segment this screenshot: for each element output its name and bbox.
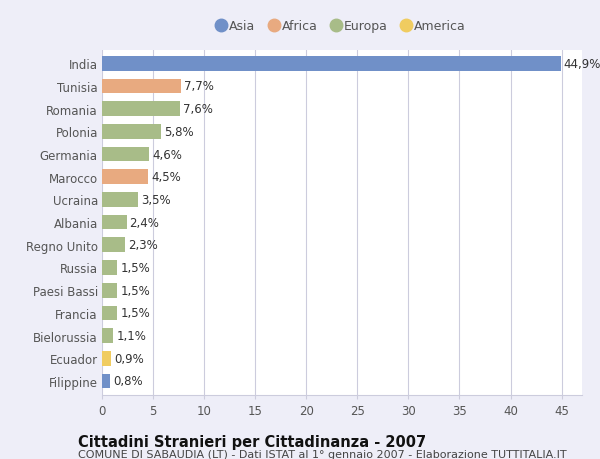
Text: Cittadini Stranieri per Cittadinanza - 2007: Cittadini Stranieri per Cittadinanza - 2… <box>78 434 426 449</box>
Bar <box>102 102 179 117</box>
Bar <box>102 306 118 320</box>
Bar <box>102 261 118 275</box>
Text: 0,9%: 0,9% <box>114 352 144 365</box>
Text: 3,5%: 3,5% <box>141 194 170 207</box>
Text: 2,4%: 2,4% <box>130 216 160 229</box>
Bar <box>102 193 138 207</box>
Bar <box>102 125 161 140</box>
Legend: Asia, Africa, Europa, America: Asia, Africa, Europa, America <box>213 16 471 39</box>
Text: 44,9%: 44,9% <box>563 57 600 71</box>
Text: COMUNE DI SABAUDIA (LT) - Dati ISTAT al 1° gennaio 2007 - Elaborazione TUTTITALI: COMUNE DI SABAUDIA (LT) - Dati ISTAT al … <box>78 449 566 459</box>
Bar <box>102 351 111 366</box>
Text: 1,5%: 1,5% <box>121 262 150 274</box>
Text: 5,8%: 5,8% <box>164 126 194 139</box>
Bar <box>102 329 113 343</box>
Text: 1,1%: 1,1% <box>116 330 146 342</box>
Bar <box>102 57 560 72</box>
Text: 1,5%: 1,5% <box>121 284 150 297</box>
Text: 7,6%: 7,6% <box>182 103 212 116</box>
Text: 4,6%: 4,6% <box>152 148 182 161</box>
Bar <box>102 147 149 162</box>
Bar <box>102 374 110 388</box>
Text: 2,3%: 2,3% <box>128 239 158 252</box>
Bar <box>102 238 125 252</box>
Bar <box>102 79 181 94</box>
Text: 4,5%: 4,5% <box>151 171 181 184</box>
Bar <box>102 283 118 298</box>
Text: 7,7%: 7,7% <box>184 80 214 93</box>
Bar <box>102 170 148 185</box>
Text: 1,5%: 1,5% <box>121 307 150 319</box>
Bar <box>102 215 127 230</box>
Text: 0,8%: 0,8% <box>113 375 143 388</box>
